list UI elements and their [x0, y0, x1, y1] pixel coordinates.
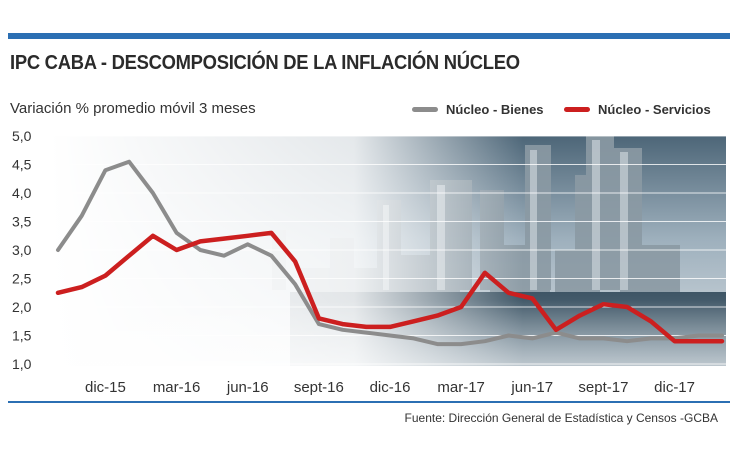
legend-swatch-servicios: [564, 107, 590, 112]
chart-title: IPC CABA - DESCOMPOSICIÓN DE LA INFLACIÓ…: [10, 52, 520, 74]
y-axis: 1,0 1,5 2,0 2,5 3,0 3,5 4,0 4,5 5,0: [12, 128, 32, 372]
legend-label-servicios: Núcleo - Servicios: [598, 102, 711, 117]
legend-item-servicios: Núcleo - Servicios: [564, 102, 711, 117]
x-tick-label: jun-17: [510, 379, 553, 396]
source-note: Fuente: Dirección General de Estadística…: [404, 411, 718, 425]
x-tick-label: sept-17: [578, 379, 628, 396]
x-tick-label: dic-16: [370, 379, 411, 396]
y-tick-label: 1,5: [12, 328, 32, 344]
footer-divider: [8, 401, 730, 403]
series-line-bienes: [56, 159, 724, 347]
x-axis: dic-15 mar-16 jun-16 sept-16 dic-16 mar-17 jun…: [85, 379, 695, 396]
x-tick-label: dic-17: [654, 379, 695, 396]
x-tick-label: mar-17: [437, 379, 485, 396]
legend-label-bienes: Núcleo - Bienes: [446, 102, 544, 117]
series-line-servicios: [55, 230, 725, 344]
x-tick-label: sept-16: [294, 379, 344, 396]
y-tick-label: 4,0: [12, 185, 32, 201]
y-tick-label: 5,0: [12, 128, 32, 144]
legend-item-bienes: Núcleo - Bienes: [412, 102, 544, 117]
line-chart: 1,0 1,5 2,0 2,5 3,0 3,5 4,0 4,5 5,0 dic-15 mar-16…: [12, 128, 726, 396]
y-tick-label: 3,0: [12, 242, 32, 258]
y-tick-label: 1,0: [12, 356, 32, 372]
y-tick-label: 2,0: [12, 299, 32, 315]
top-accent-bar: [8, 33, 730, 39]
y-tick-label: 4,5: [12, 157, 32, 173]
y-tick-label: 2,5: [12, 271, 32, 287]
series-lines: [55, 159, 725, 347]
y-tick-label: 3,5: [12, 214, 32, 230]
x-tick-label: mar-16: [153, 379, 201, 396]
x-tick-label: dic-15: [85, 379, 126, 396]
x-tick-label: jun-16: [226, 379, 269, 396]
grid-lines: [50, 135, 726, 365]
chart-subtitle: Variación % promedio móvil 3 meses: [10, 100, 256, 117]
legend-swatch-bienes: [412, 107, 438, 112]
